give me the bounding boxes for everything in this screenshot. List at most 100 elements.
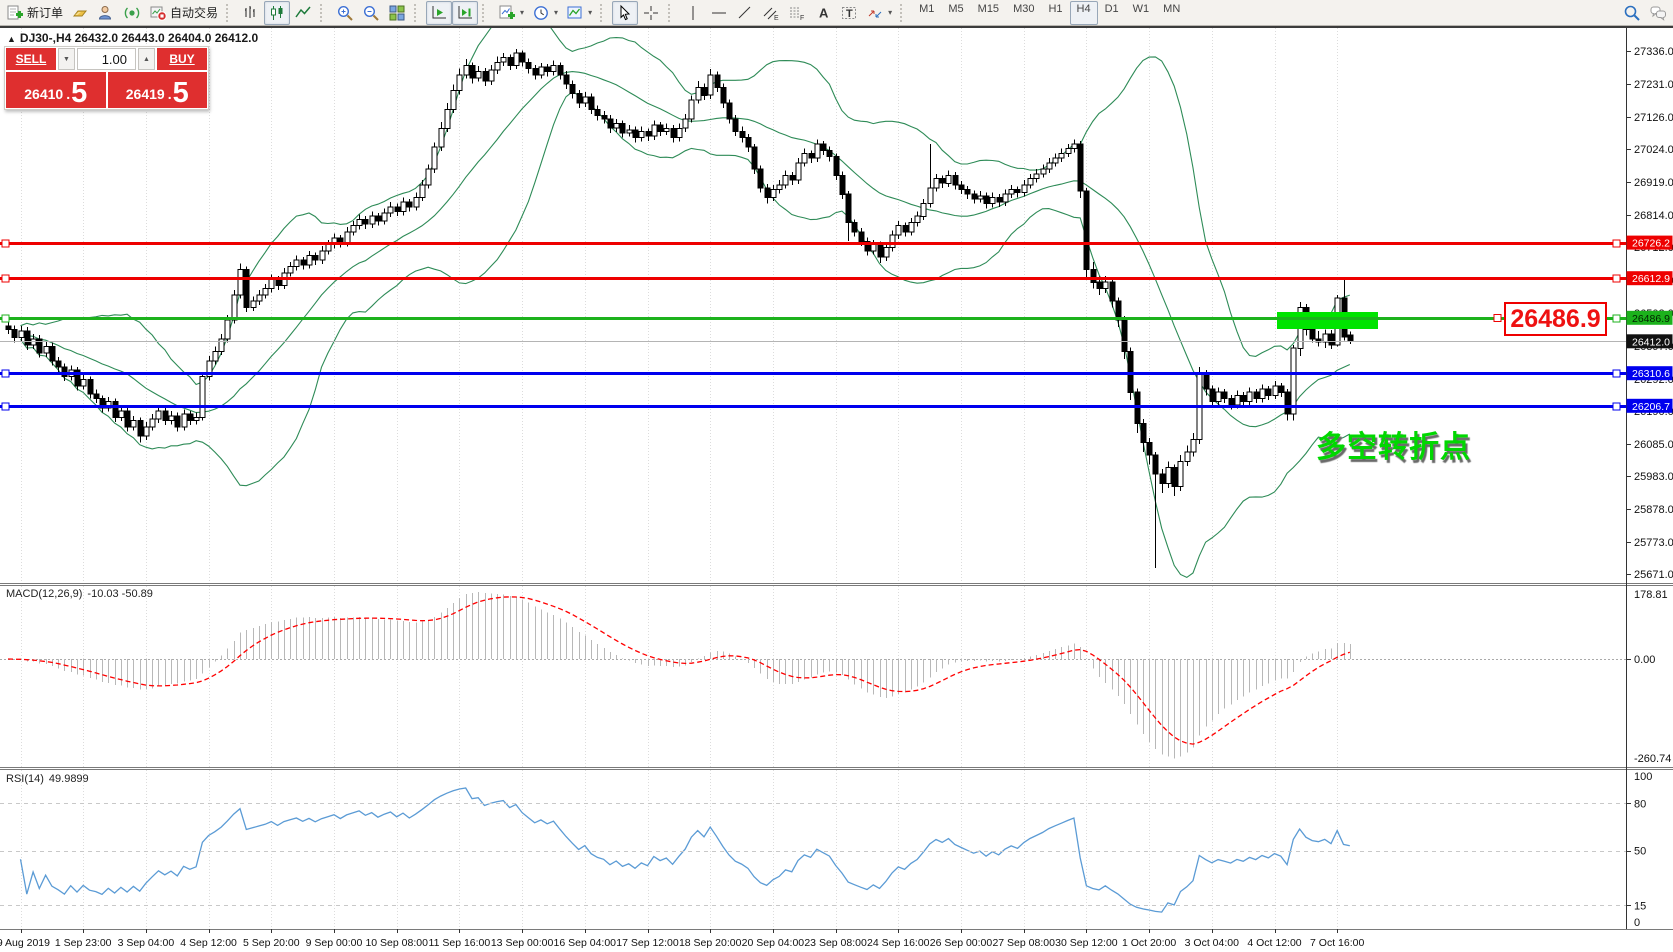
dropdown-arrow-icon[interactable]: ▾ [888, 8, 893, 17]
search-button[interactable] [1619, 1, 1645, 25]
arrows-button[interactable]: ▾ [862, 1, 896, 25]
svg-text:20 Sep 04:00: 20 Sep 04:00 [742, 937, 805, 949]
dropdown-arrow-icon[interactable]: ▾ [554, 8, 559, 17]
profiles-button[interactable]: ▾ [528, 1, 562, 25]
svg-text:27 Sep 08:00: 27 Sep 08:00 [992, 937, 1055, 949]
price-callout-label[interactable]: 26486.9 [1504, 302, 1607, 336]
vertical-line-button[interactable] [680, 1, 706, 25]
text-button[interactable]: A [810, 1, 836, 25]
timeframe-d1-button[interactable]: D1 [1104, 2, 1119, 15]
buy-price[interactable]: 26419. 5 [107, 72, 207, 108]
timeframe-m1-button[interactable]: M1 [919, 2, 935, 15]
svg-text:27126.0: 27126.0 [1634, 112, 1673, 124]
svg-text:26206.7: 26206.7 [1632, 401, 1670, 413]
textA-icon: A [814, 4, 832, 22]
new-chart-button[interactable]: ▾ [494, 1, 528, 25]
indicators-button[interactable]: ▾ [562, 1, 596, 25]
timeframe-m5-button[interactable]: M5 [948, 2, 964, 15]
svg-text:3 Oct 04:00: 3 Oct 04:00 [1185, 937, 1239, 949]
auto-trading-button[interactable]: 自动交易 [145, 1, 222, 25]
svg-text:25773.0: 25773.0 [1634, 537, 1673, 549]
zoom-in-button[interactable] [332, 1, 358, 25]
bar-chart-button[interactable] [238, 1, 264, 25]
equidistant-channel-button[interactable]: E [758, 1, 784, 25]
tile-windows-button[interactable] [384, 1, 410, 25]
svg-text:18 Sep 20:00: 18 Sep 20:00 [679, 937, 742, 949]
ohlc-values: 26432.0 26443.0 26404.0 26412.0 [74, 31, 259, 45]
volume-increase-button[interactable]: ▲ [138, 48, 155, 70]
indicators-icon [566, 4, 584, 22]
toolbar-separator [482, 3, 491, 22]
svg-text:26085.0: 26085.0 [1634, 439, 1673, 451]
chart-text-annotation[interactable]: 多空转折点 [1316, 431, 1471, 464]
trendline-button[interactable] [732, 1, 758, 25]
shapes-icon [866, 4, 884, 22]
chat-button[interactable] [1645, 1, 1671, 25]
chart-title: ▲ DJ30-,H4 26432.0 26443.0 26404.0 26412.… [7, 31, 258, 45]
svg-text:26612.9: 26612.9 [1632, 273, 1670, 285]
svg-text:27231.0: 27231.0 [1634, 79, 1673, 91]
timeframe-mn-button[interactable]: MN [1163, 2, 1181, 15]
svg-text:23 Sep 08:00: 23 Sep 08:00 [804, 937, 867, 949]
svg-text:E: E [774, 15, 779, 22]
dropdown-arrow-icon[interactable]: ▾ [588, 8, 593, 17]
timeframe-w1-button[interactable]: W1 [1132, 2, 1150, 15]
svg-text:A: A [819, 5, 829, 20]
svg-text:9 Sep 00:00: 9 Sep 00:00 [306, 937, 363, 949]
svg-text:26310.6: 26310.6 [1632, 368, 1670, 380]
zoom-out-button[interactable] [358, 1, 384, 25]
mql-market-button[interactable] [67, 1, 93, 25]
svg-text:178.81: 178.81 [1634, 589, 1668, 601]
horizontal-line-button[interactable] [706, 1, 732, 25]
buy-button[interactable]: BUY [157, 48, 207, 70]
timeframe-h1-button[interactable]: H1 [1048, 2, 1063, 15]
fibonacci-button[interactable]: F [784, 1, 810, 25]
svg-text:4 Sep 12:00: 4 Sep 12:00 [180, 937, 237, 949]
vline-icon [684, 4, 702, 22]
timeframe-m15-button[interactable]: M15 [977, 2, 1000, 15]
crosshair-icon [642, 4, 660, 22]
candles-icon [268, 4, 286, 22]
svg-text:26726.2: 26726.2 [1632, 238, 1670, 250]
text-label-button[interactable]: T [836, 1, 862, 25]
toolbar-separator [320, 3, 329, 22]
rsi-indicator-label: RSI(14) 49.9899 [6, 773, 89, 785]
auto-scroll-button[interactable] [426, 0, 453, 25]
sell-button[interactable]: SELL [6, 48, 56, 70]
svg-text:15: 15 [1634, 901, 1646, 913]
new-order-button[interactable]: 新订单 [2, 1, 67, 25]
svg-text:80: 80 [1634, 798, 1646, 810]
svg-text:26814.0: 26814.0 [1634, 210, 1673, 222]
person-icon [97, 4, 115, 22]
labelT-icon: T [840, 4, 858, 22]
crosshair-button[interactable] [638, 1, 664, 25]
dropdown-arrow-icon[interactable]: ▾ [520, 8, 525, 17]
rectangle-object [1277, 312, 1378, 329]
timeframe-m30-button[interactable]: M30 [1013, 2, 1035, 15]
svg-text:0: 0 [1634, 917, 1640, 929]
svg-text:50: 50 [1634, 846, 1646, 858]
cursor-button[interactable] [612, 0, 639, 25]
svg-text:10 Sep 08:00: 10 Sep 08:00 [365, 937, 428, 949]
panel-collapse-icon[interactable]: ▲ [7, 34, 16, 44]
chart-shift-button[interactable] [452, 0, 479, 25]
zoomin-icon [336, 4, 354, 22]
svg-text:-260.74: -260.74 [1634, 753, 1671, 765]
svg-text:3 Sep 04:00: 3 Sep 04:00 [118, 937, 175, 949]
volume-decrease-button[interactable]: ▼ [58, 48, 75, 70]
candlestick-chart-button[interactable] [264, 0, 291, 25]
neworder-icon [6, 4, 24, 22]
zoomout-icon [362, 4, 380, 22]
line-chart-button[interactable] [290, 1, 316, 25]
volume-input[interactable]: 1.00 [77, 48, 136, 70]
broadcast-button[interactable] [119, 1, 145, 25]
gold-icon [71, 4, 89, 22]
svg-text:7 Oct 16:00: 7 Oct 16:00 [1310, 937, 1364, 949]
tline-icon [736, 4, 754, 22]
sell-price[interactable]: 26410. 5 [6, 72, 106, 108]
symbol-period-label: DJ30-,H4 [19, 31, 72, 45]
timeframe-h4-button[interactable]: H4 [1069, 0, 1098, 25]
community-button[interactable] [93, 1, 119, 25]
svg-text:F: F [800, 15, 804, 22]
